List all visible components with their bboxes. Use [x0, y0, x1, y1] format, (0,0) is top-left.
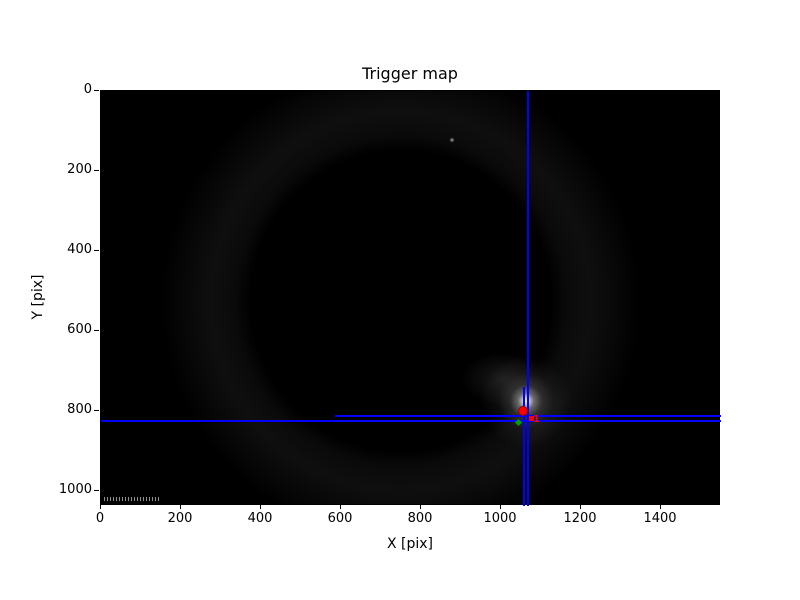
y-tick-label: 600 [67, 322, 92, 337]
timestamp-annotation [104, 497, 160, 501]
x-tick-mark [420, 505, 421, 509]
x-tick-label: 200 [167, 511, 193, 526]
x-tick-mark [340, 505, 341, 509]
chart-title: Trigger map [362, 64, 458, 83]
source-number-label: 1 [533, 414, 540, 425]
crosshair-horizontal-line-segment [335, 415, 721, 417]
plot-area: 1 [100, 90, 721, 506]
image-layer [101, 91, 719, 504]
x-tick-label: 1000 [483, 511, 517, 526]
y-tick-mark [94, 90, 99, 91]
y-tick-mark [94, 250, 99, 251]
x-tick-mark [660, 505, 661, 509]
x-tick-mark [260, 505, 261, 509]
y-tick-label: 200 [67, 162, 92, 177]
crosshair-horizontal-line [101, 420, 721, 422]
y-tick-mark [94, 330, 99, 331]
y-tick-mark [94, 410, 99, 411]
y-tick-label: 1000 [58, 482, 92, 497]
x-tick-mark [500, 505, 501, 509]
crosshair-vertical-line [527, 91, 529, 506]
x-tick-mark [580, 505, 581, 509]
x-tick-label: 400 [247, 511, 273, 526]
red-circle-marker [518, 406, 528, 416]
y-axis-label: Y [pix] [30, 274, 46, 320]
x-tick-mark [180, 505, 181, 509]
y-tick-label: 0 [83, 82, 92, 97]
x-axis-label: X [pix] [386, 536, 434, 552]
y-tick-mark [94, 170, 99, 171]
x-tick-label: 1400 [643, 511, 677, 526]
crosshair-vertical-line-segment [523, 387, 525, 506]
x-tick-label: 1200 [563, 511, 597, 526]
y-tick-label: 800 [67, 402, 92, 417]
x-tick-label: 0 [95, 511, 105, 526]
y-tick-label: 400 [67, 242, 92, 257]
x-tick-label: 600 [327, 511, 353, 526]
x-tick-mark [100, 505, 101, 509]
red-square-marker [529, 416, 534, 421]
y-tick-mark [94, 490, 99, 491]
x-tick-label: 800 [407, 511, 433, 526]
